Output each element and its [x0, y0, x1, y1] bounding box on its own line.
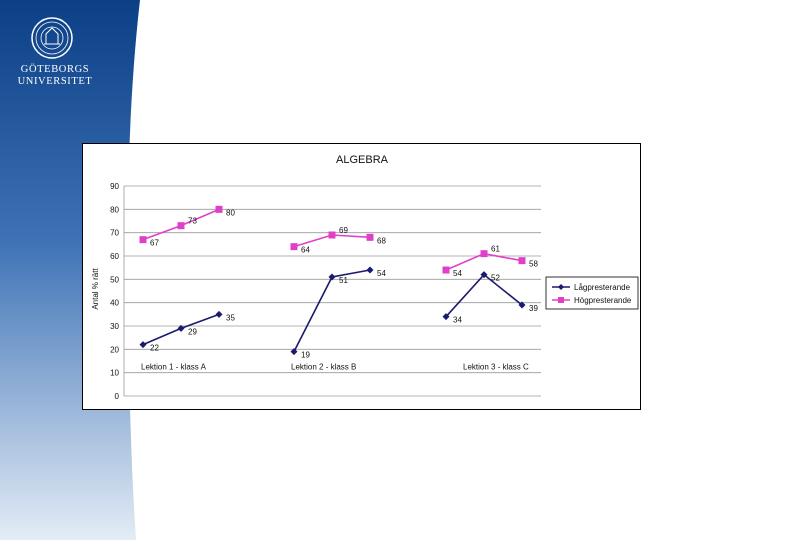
chart-frame: 0 10 20 30 40 50 60 70 80 90 Lektion 1 - klass A L…: [82, 143, 641, 410]
series-line: [445, 273, 523, 318]
data-point-marker: [215, 310, 223, 318]
data-point-marker: [480, 250, 488, 258]
data-point-marker: [290, 243, 298, 251]
data-point-marker: [328, 273, 336, 281]
data-point-marker: [177, 324, 185, 332]
data-label: 39: [529, 304, 538, 313]
data-label: 35: [226, 313, 235, 322]
legend-swatch-marker: [558, 284, 564, 290]
y-tick-label: 90: [110, 182, 119, 191]
data-label: 61: [491, 245, 500, 254]
algebra-chart: 0 10 20 30 40 50 60 70 80 90 Lektion 1 - klass A L…: [91, 154, 639, 401]
y-tick-label: 60: [110, 252, 119, 261]
data-label: 67: [150, 239, 159, 248]
university-name-line1: GÖTEBORGS: [20, 64, 90, 75]
data-point-marker: [139, 341, 147, 349]
university-seal-icon: [31, 17, 73, 59]
legend-swatch-marker: [558, 297, 564, 303]
legend-entry: Lågpresterande: [574, 283, 631, 292]
y-tick-label: 10: [110, 369, 119, 378]
y-tick-label: 30: [110, 322, 119, 331]
y-tick-label: 50: [110, 275, 119, 284]
data-point-marker: [328, 231, 336, 239]
data-point-marker: [215, 205, 223, 213]
data-point-marker: [290, 348, 298, 356]
university-logo: GÖTEBORGS UNIVERSITET: [0, 0, 110, 100]
data-label: 52: [491, 274, 500, 283]
data-label: 34: [453, 316, 462, 325]
series-line: [293, 269, 371, 353]
y-tick-label: 20: [110, 345, 119, 354]
data-label: 69: [339, 226, 348, 235]
data-point-marker: [442, 313, 450, 321]
data-label: 73: [188, 217, 197, 226]
data-label: 51: [339, 276, 348, 285]
data-label: 22: [150, 344, 159, 353]
group-label: Lektion 2 - klass B: [291, 363, 356, 372]
legend-box: [545, 276, 639, 310]
data-label: 54: [377, 269, 386, 278]
data-point-marker: [366, 233, 374, 241]
data-label: 64: [301, 246, 310, 255]
group-label: Lektion 3 - klass C: [463, 363, 529, 372]
data-label: 54: [453, 269, 462, 278]
data-point-marker: [366, 266, 374, 274]
y-axis-label: Antal % rätt: [91, 268, 100, 310]
data-label: 58: [529, 260, 538, 269]
data-point-marker: [139, 236, 147, 244]
data-label: 80: [226, 208, 235, 217]
y-tick-label: 40: [110, 299, 119, 308]
data-point-marker: [480, 271, 488, 279]
data-point-marker: [442, 266, 450, 274]
data-label: 68: [377, 236, 386, 245]
data-point-marker: [518, 301, 526, 309]
data-label: 19: [301, 351, 310, 360]
university-name-line2: UNIVERSITET: [17, 76, 93, 87]
y-tick-label: 0: [115, 392, 120, 401]
chart-title: ALGEBRA: [336, 154, 389, 166]
data-point-marker: [518, 257, 526, 265]
y-tick-label: 80: [110, 205, 119, 214]
data-label: 29: [188, 327, 197, 336]
group-label: Lektion 1 - klass A: [141, 363, 207, 372]
y-tick-label: 70: [110, 229, 119, 238]
data-point-marker: [177, 222, 185, 230]
legend-entry: Högpresterande: [574, 296, 632, 305]
